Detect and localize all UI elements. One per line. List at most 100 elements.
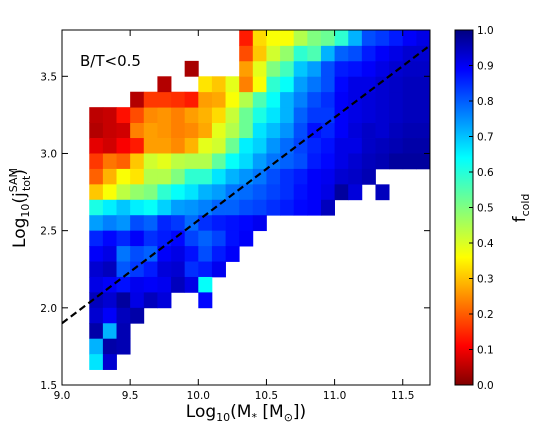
heatmap-cell [171,199,186,216]
heatmap-cell [143,276,158,293]
heatmap-cell [239,230,254,247]
heatmap-cell [252,122,267,139]
heatmap-cell [89,338,104,355]
heatmap-cell [102,168,117,185]
heatmap-cell [252,199,267,216]
heatmap-cell [184,138,199,154]
heatmap-cell [198,276,213,293]
heatmap-cell [307,45,322,62]
heatmap-cell [348,60,363,77]
heatmap-cell [293,60,308,77]
heatmap-cell [89,215,104,232]
heatmap-cell [252,138,267,154]
heatmap-cell [239,215,254,232]
heatmap-cell [307,199,322,216]
y-tick-label: 1.5 [40,380,57,392]
heatmap-cell [416,60,430,77]
colorbar-tick-label: 0.2 [477,309,494,321]
heatmap-cell [389,122,404,139]
heatmap-cell [320,199,335,216]
colorbar-tick-label: 0.1 [477,345,494,357]
heatmap-cell [130,138,145,154]
heatmap-cell [361,168,376,185]
heatmap-cell [89,246,104,262]
heatmap-cell [143,122,158,139]
heatmap-cell [307,153,322,170]
heatmap-cell [102,261,117,278]
heatmap-cell [266,30,281,46]
heatmap-cell [266,184,281,201]
heatmap-cell [252,107,267,123]
heatmap-cell [102,215,117,232]
heatmap-cell [293,199,308,216]
heatmap-cell [348,138,363,154]
heatmap-cell [211,138,226,154]
heatmap-cell [130,261,145,278]
heatmap-cell [239,138,254,154]
heatmap-cell [130,215,145,232]
heatmap-cell [89,292,104,309]
heatmap-cell [402,107,417,123]
heatmap-cell [211,215,226,232]
heatmap-cell [171,91,186,108]
heatmap-cell [375,91,390,108]
heatmap-cell [334,91,349,108]
heatmap-cell [211,107,226,123]
heatmap-cell [416,76,430,93]
heatmap-cell [348,184,363,201]
colorbar-tick-label: 1.0 [477,25,494,37]
heatmap-cell [225,199,240,216]
heatmap-cell [239,91,254,108]
heatmap-cell [157,76,172,93]
heatmap-cell [198,168,213,185]
heatmap-cell [334,60,349,77]
heatmap-cell [402,153,417,170]
heatmap-cell [239,122,254,139]
heatmap-cell [102,138,117,154]
y-tick-label: 2.0 [40,303,57,315]
heatmap-cell [130,230,145,247]
colorbar-title: fcold [510,194,532,223]
heatmap-cell [143,153,158,170]
heatmap-cell [116,323,131,340]
heatmap-cell [402,122,417,139]
heatmap-cell [184,153,199,170]
heatmap-cell [320,30,335,46]
heatmap-cell [89,168,104,185]
heatmap-cell [375,30,390,46]
heatmap-cell [320,45,335,62]
heatmap-cell [266,45,281,62]
heatmap-cell [116,138,131,154]
heatmap-cell [102,276,117,293]
heatmap-cell [361,107,376,123]
heatmap-cell [280,168,295,185]
heatmap-cell [116,338,131,355]
heatmap-cell [89,261,104,278]
heatmap-cell [361,122,376,139]
heatmap-cell [375,107,390,123]
heatmap-cell [239,30,254,46]
heatmap-cell [198,230,213,247]
heatmap-cell [143,246,158,262]
y-tick-label: 3.5 [40,71,57,83]
heatmap-cell [307,138,322,154]
colorbar-tick-label: 0.3 [477,274,494,286]
heatmap-cell [102,107,117,123]
heatmap-cell [171,153,186,170]
heatmap-cell [130,107,145,123]
heatmap-cell [102,338,117,355]
heatmap-cell [334,45,349,62]
heatmap-cell [375,184,390,201]
heatmap-cell [361,76,376,93]
heatmap-cell [89,230,104,247]
heatmap-cell [157,153,172,170]
heatmap-cell [143,138,158,154]
heatmap-cell [225,215,240,232]
heatmap-cell [211,76,226,93]
heatmap-cell [389,107,404,123]
heatmap-cell [102,153,117,170]
heatmap-cell [157,292,172,309]
colorbar-tick-label: 0.6 [477,167,494,179]
heatmap-cell [157,246,172,262]
heatmap-cells [89,30,430,370]
